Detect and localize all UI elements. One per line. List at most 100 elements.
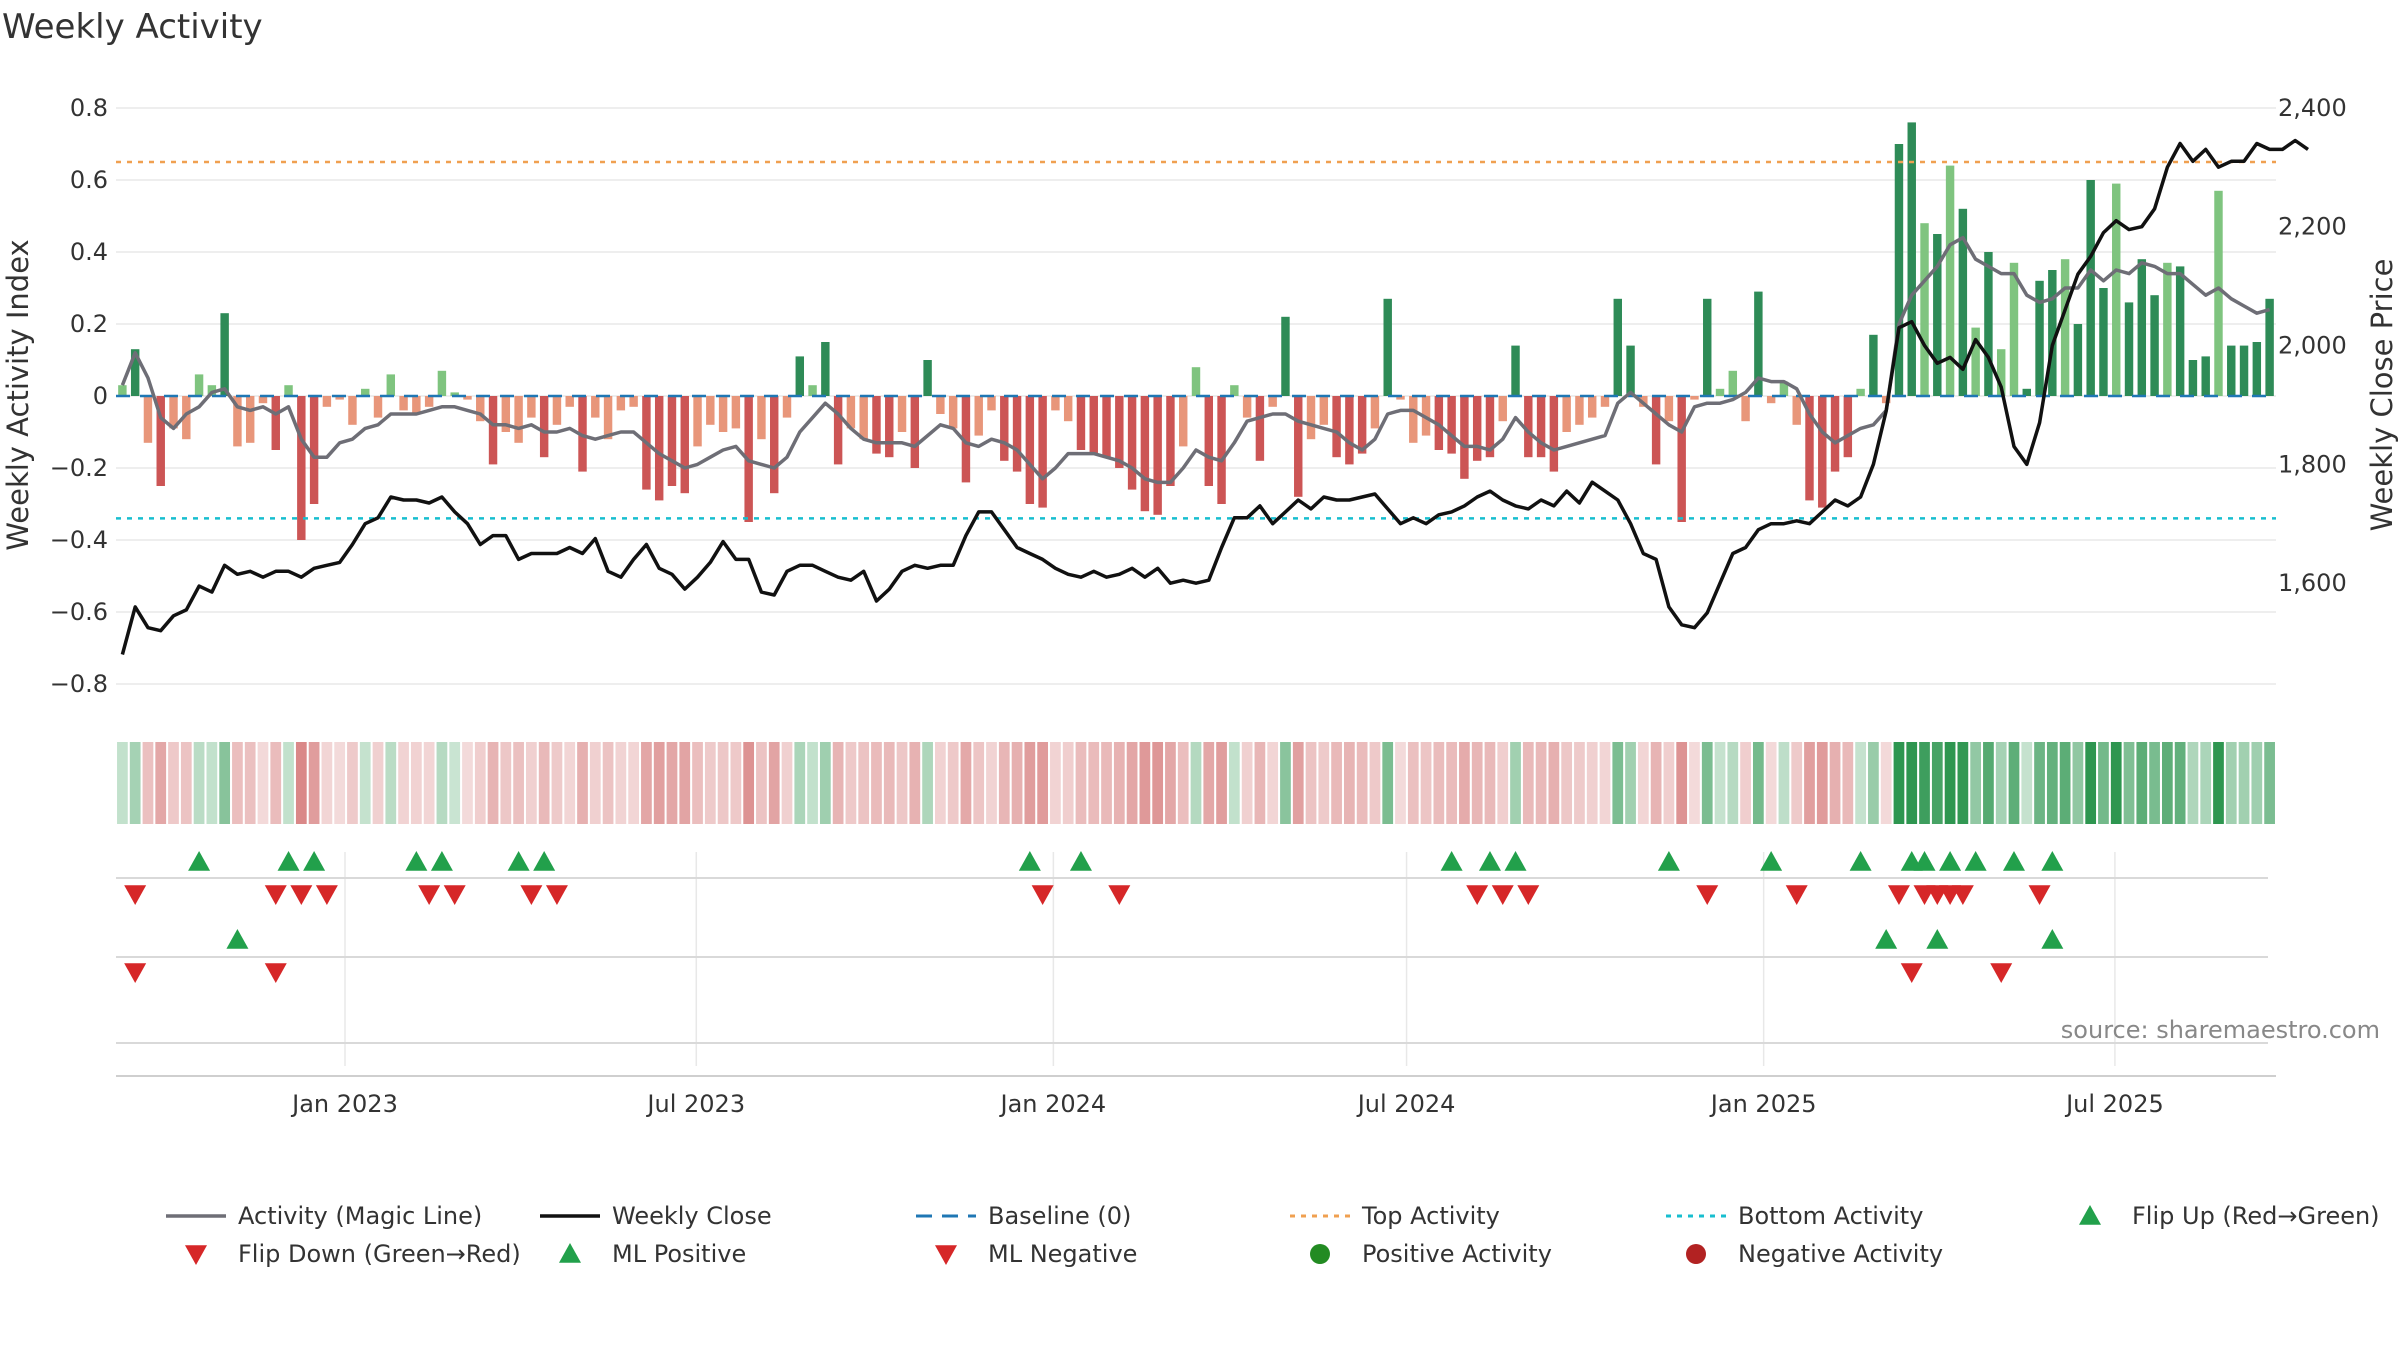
activity-bar bbox=[309, 396, 319, 504]
activity-shade-cell bbox=[1599, 742, 1611, 824]
activity-shade-cell bbox=[2200, 742, 2212, 824]
activity-bar bbox=[1332, 396, 1341, 458]
activity-bar bbox=[1805, 396, 1814, 501]
legend-item: Bottom Activity bbox=[1666, 1202, 1923, 1230]
activity-shade-cell bbox=[1241, 742, 1253, 824]
activity-shade-cell bbox=[1689, 742, 1700, 824]
activity-shade-cell bbox=[372, 742, 384, 824]
activity-shade-cell bbox=[1318, 742, 1330, 824]
flip-up-marker bbox=[2002, 851, 2025, 871]
activity-shade-cell bbox=[1459, 742, 1470, 824]
activity-bar bbox=[2188, 360, 2198, 396]
activity-shade-cell bbox=[117, 742, 128, 824]
x-tick-label: Jul 2024 bbox=[1356, 1090, 1456, 1118]
flip-down-marker bbox=[2028, 885, 2051, 905]
activity-shade-cell bbox=[385, 742, 397, 824]
activity-bar bbox=[591, 396, 600, 418]
activity-bar bbox=[2239, 345, 2249, 396]
activity-shade-cell bbox=[1880, 742, 1892, 824]
activity-shade-cell bbox=[410, 742, 422, 824]
activity-bar bbox=[2137, 259, 2147, 396]
activity-shade-cell bbox=[1369, 742, 1381, 824]
activity-bar bbox=[450, 392, 459, 396]
flip-up-marker bbox=[303, 851, 326, 871]
activity-shade-cell bbox=[743, 742, 755, 824]
activity-shade-cell bbox=[2213, 742, 2224, 824]
activity-shade-cell bbox=[1612, 742, 1624, 824]
activity-bar bbox=[1000, 396, 1009, 461]
flip-up-marker bbox=[188, 851, 211, 871]
activity-bar bbox=[1511, 345, 1520, 396]
activity-shade-cell bbox=[2187, 742, 2199, 824]
legend-label: Weekly Close bbox=[612, 1202, 772, 1230]
activity-shade-cell bbox=[1024, 742, 1036, 824]
activity-shade-cell bbox=[909, 742, 921, 824]
activity-shade-cell bbox=[1497, 742, 1509, 824]
activity-bar bbox=[885, 396, 894, 458]
activity-bar bbox=[1971, 327, 1980, 396]
legend-label: Negative Activity bbox=[1738, 1240, 1943, 1268]
y-tick-label: 0.2 bbox=[70, 310, 108, 338]
activity-shade-cell bbox=[1625, 742, 1636, 824]
activity-bar bbox=[514, 396, 523, 443]
activity-bar bbox=[1996, 349, 2006, 396]
activity-bar bbox=[948, 396, 958, 429]
activity-bar bbox=[182, 396, 191, 440]
activity-shade-cell bbox=[1574, 742, 1585, 824]
legend-label: ML Positive bbox=[612, 1240, 746, 1268]
activity-shade-cell bbox=[334, 742, 346, 824]
activity-bar bbox=[1281, 316, 1290, 396]
y-tick-label: 0 bbox=[93, 382, 108, 410]
activity-bar bbox=[539, 396, 549, 458]
x-tick-label: Jul 2023 bbox=[645, 1090, 745, 1118]
activity-bar bbox=[1766, 396, 1776, 404]
activity-shade-cell bbox=[845, 742, 857, 824]
activity-bar bbox=[1255, 396, 1265, 461]
activity-shade-cell bbox=[704, 742, 716, 824]
flip-down-marker bbox=[418, 885, 441, 905]
activity-bar bbox=[1715, 388, 1725, 396]
activity-shade-cell bbox=[1050, 742, 1061, 824]
activity-shade-cell bbox=[1561, 742, 1573, 824]
activity-shade-cell bbox=[449, 742, 461, 824]
activity-shade-cell bbox=[2123, 742, 2135, 824]
activity-shade-cell bbox=[1177, 742, 1189, 824]
activity-bar bbox=[1562, 396, 1571, 432]
flip-up-marker bbox=[405, 851, 428, 871]
activity-bar bbox=[846, 396, 856, 429]
legend-label: Flip Up (Red→Green) bbox=[2132, 1202, 2380, 1230]
activity-bar bbox=[1869, 334, 1878, 396]
activity-shade-cell bbox=[807, 742, 818, 824]
x-tick-label: Jan 2025 bbox=[1709, 1090, 1817, 1118]
legend-item: Weekly Close bbox=[540, 1202, 772, 1230]
activity-shade-cell bbox=[129, 742, 141, 824]
activity-bar bbox=[1536, 396, 1546, 458]
activity-shade-cell bbox=[1190, 742, 1202, 824]
ml-positive-marker bbox=[1926, 929, 1949, 949]
activity-bar bbox=[2201, 356, 2210, 396]
activity-bar bbox=[1038, 396, 1047, 508]
activity-bar bbox=[1025, 396, 1035, 504]
legend-item: Positive Activity bbox=[1310, 1240, 1552, 1268]
activity-bar bbox=[795, 356, 805, 396]
activity-shade-cell bbox=[321, 742, 333, 824]
activity-shade-cell bbox=[2059, 742, 2071, 824]
weekly-close-line bbox=[120, 138, 2309, 655]
activity-bar bbox=[629, 396, 638, 407]
activity-shade-cell bbox=[973, 742, 985, 824]
activity-shade-cell bbox=[1203, 742, 1215, 824]
activity-bars bbox=[118, 122, 2274, 540]
legend-item: Negative Activity bbox=[1686, 1240, 1943, 1268]
flip-up-marker bbox=[1018, 851, 1041, 871]
activity-shade-cell bbox=[653, 742, 665, 824]
activity-bar bbox=[463, 396, 472, 400]
activity-bar bbox=[527, 396, 536, 418]
y-tick-label: −0.4 bbox=[50, 526, 108, 554]
activity-shade-cell bbox=[1126, 742, 1138, 824]
activity-bar bbox=[2022, 388, 2031, 396]
activity-bar bbox=[910, 396, 920, 468]
activity-bar bbox=[1818, 396, 1827, 508]
activity-bar bbox=[1115, 396, 1124, 468]
activity-bar bbox=[654, 396, 664, 501]
y-axis-label: Weekly Activity Index bbox=[1, 239, 35, 550]
